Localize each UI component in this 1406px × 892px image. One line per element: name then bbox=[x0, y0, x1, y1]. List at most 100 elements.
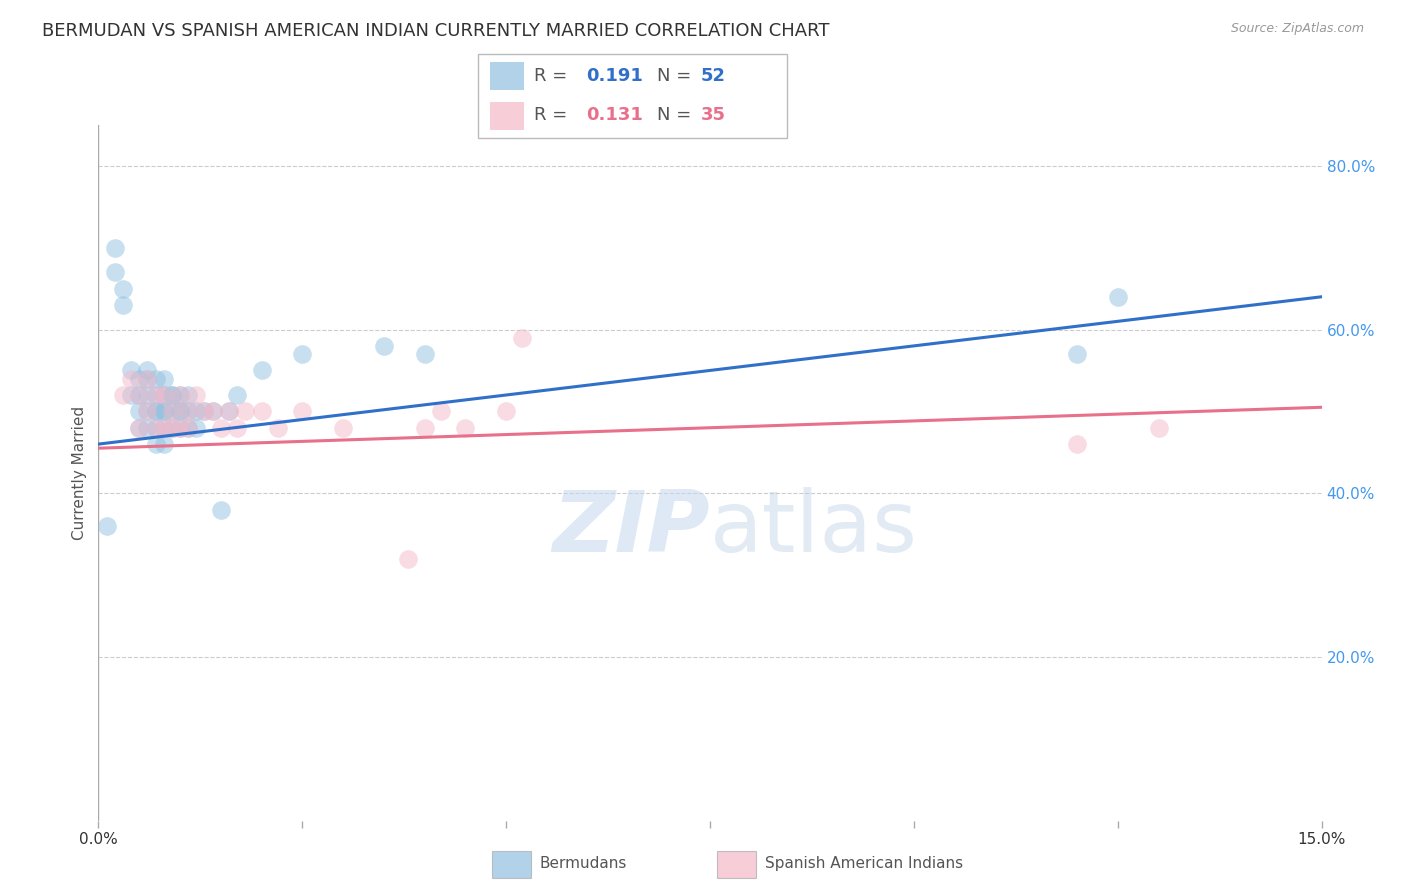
Text: 35: 35 bbox=[700, 106, 725, 124]
Bar bbox=[491, 102, 524, 130]
Point bbox=[152, 421, 174, 435]
Point bbox=[145, 421, 167, 435]
Point bbox=[160, 421, 183, 435]
Point bbox=[136, 371, 159, 385]
Point bbox=[169, 421, 191, 435]
Point bbox=[186, 404, 208, 418]
Point bbox=[152, 404, 174, 418]
Point bbox=[120, 371, 142, 385]
Point bbox=[201, 404, 224, 418]
Point bbox=[128, 421, 150, 435]
Point bbox=[193, 404, 215, 418]
Point bbox=[136, 371, 159, 385]
Point bbox=[177, 404, 200, 418]
Point bbox=[120, 363, 142, 377]
Point bbox=[233, 404, 256, 418]
Point bbox=[136, 404, 159, 418]
Point bbox=[169, 388, 191, 402]
Point bbox=[145, 388, 167, 402]
Point bbox=[136, 363, 159, 377]
Point bbox=[128, 404, 150, 418]
Point bbox=[186, 421, 208, 435]
Text: 52: 52 bbox=[700, 67, 725, 85]
Point bbox=[430, 404, 453, 418]
Bar bbox=[491, 62, 524, 90]
Point bbox=[169, 388, 191, 402]
Point bbox=[160, 404, 183, 418]
Text: Source: ZipAtlas.com: Source: ZipAtlas.com bbox=[1230, 22, 1364, 36]
Point bbox=[160, 404, 183, 418]
Point bbox=[111, 298, 134, 312]
Point bbox=[250, 404, 273, 418]
Text: Bermudans: Bermudans bbox=[540, 855, 627, 871]
Text: N =: N = bbox=[658, 67, 697, 85]
Point bbox=[152, 388, 174, 402]
Point bbox=[136, 404, 159, 418]
Point bbox=[111, 388, 134, 402]
Point bbox=[1066, 437, 1088, 451]
Point bbox=[218, 404, 240, 418]
Point bbox=[145, 437, 167, 451]
Point bbox=[145, 388, 167, 402]
Point bbox=[267, 421, 290, 435]
Point bbox=[128, 388, 150, 402]
Text: R =: R = bbox=[534, 106, 572, 124]
Point bbox=[177, 404, 200, 418]
Text: atlas: atlas bbox=[710, 487, 918, 570]
Point bbox=[396, 551, 419, 566]
Point bbox=[1107, 290, 1129, 304]
Y-axis label: Currently Married: Currently Married bbox=[72, 406, 87, 540]
Point bbox=[177, 421, 200, 435]
Text: R =: R = bbox=[534, 67, 572, 85]
Point bbox=[169, 404, 191, 418]
Bar bbox=[717, 851, 756, 878]
Point bbox=[145, 371, 167, 385]
Point bbox=[152, 371, 174, 385]
Point bbox=[512, 331, 534, 345]
Point bbox=[152, 421, 174, 435]
Text: BERMUDAN VS SPANISH AMERICAN INDIAN CURRENTLY MARRIED CORRELATION CHART: BERMUDAN VS SPANISH AMERICAN INDIAN CURR… bbox=[42, 22, 830, 40]
Point bbox=[373, 339, 395, 353]
Point bbox=[152, 388, 174, 402]
Point bbox=[226, 388, 249, 402]
Text: Spanish American Indians: Spanish American Indians bbox=[765, 855, 963, 871]
Point bbox=[193, 404, 215, 418]
Point bbox=[104, 265, 127, 279]
Point bbox=[136, 388, 159, 402]
Point bbox=[209, 421, 232, 435]
Point bbox=[413, 347, 436, 361]
Point bbox=[201, 404, 224, 418]
Point bbox=[413, 421, 436, 435]
Point bbox=[186, 388, 208, 402]
Text: 0.191: 0.191 bbox=[586, 67, 643, 85]
Point bbox=[96, 519, 118, 533]
Point bbox=[120, 388, 142, 402]
Point bbox=[495, 404, 517, 418]
Bar bbox=[492, 851, 531, 878]
FancyBboxPatch shape bbox=[478, 54, 787, 138]
Point bbox=[136, 421, 159, 435]
Point bbox=[169, 404, 191, 418]
Text: N =: N = bbox=[658, 106, 697, 124]
Point bbox=[128, 388, 150, 402]
Point bbox=[226, 421, 249, 435]
Point bbox=[250, 363, 273, 377]
Point bbox=[169, 421, 191, 435]
Point bbox=[152, 404, 174, 418]
Text: 0.131: 0.131 bbox=[586, 106, 643, 124]
Point bbox=[145, 421, 167, 435]
Point bbox=[1147, 421, 1170, 435]
Point bbox=[145, 404, 167, 418]
Point bbox=[454, 421, 477, 435]
Point bbox=[1066, 347, 1088, 361]
Point bbox=[160, 388, 183, 402]
Point bbox=[111, 282, 134, 296]
Point bbox=[218, 404, 240, 418]
Point bbox=[104, 241, 127, 255]
Point bbox=[291, 404, 314, 418]
Point bbox=[128, 421, 150, 435]
Point bbox=[177, 388, 200, 402]
Point bbox=[160, 421, 183, 435]
Point bbox=[160, 388, 183, 402]
Point bbox=[177, 421, 200, 435]
